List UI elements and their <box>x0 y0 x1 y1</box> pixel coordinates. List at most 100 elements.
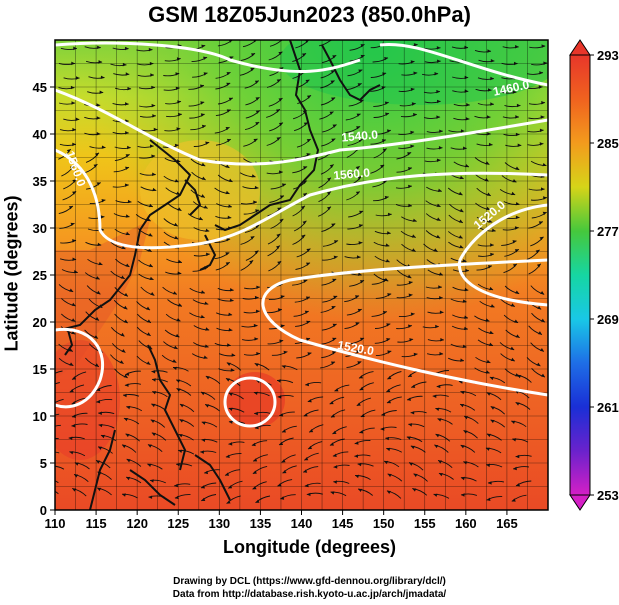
wind-arrowhead <box>384 57 388 61</box>
wind-arrowhead <box>386 490 391 494</box>
x-tick-label: 150 <box>373 516 395 531</box>
y-tick-label: 40 <box>33 127 47 142</box>
wind-arrowhead <box>490 102 494 106</box>
wind-arrowhead <box>486 115 491 119</box>
wind-arrowhead <box>510 303 515 307</box>
wind-arrowhead <box>97 487 102 492</box>
wind-arrowhead <box>407 397 411 401</box>
wind-arrowhead <box>438 473 443 477</box>
wind-arrowhead <box>386 323 391 327</box>
wind-arrowhead <box>459 208 464 212</box>
wind-arrowhead <box>44 487 48 490</box>
wind-arrowhead <box>255 122 260 126</box>
wind-arrowhead <box>201 162 206 166</box>
wind-arrowhead <box>73 270 78 274</box>
y-tick-label: 25 <box>33 268 47 283</box>
wind-arrowhead <box>69 165 74 170</box>
wind-arrowhead <box>203 205 208 209</box>
wind-arrowhead <box>151 403 156 408</box>
wind-arrowhead <box>413 473 418 478</box>
wind-arrowhead <box>541 187 545 191</box>
wind-arrowhead <box>488 142 493 147</box>
wind-arrowhead <box>437 99 441 104</box>
wind-arrowhead <box>332 323 337 327</box>
wind-arrowhead <box>124 383 129 387</box>
wind-arrowhead <box>151 103 156 108</box>
wind-arrowhead <box>203 355 208 359</box>
wind-arrowhead <box>200 113 205 117</box>
wind-arrowhead <box>308 445 313 450</box>
wind-arrowhead <box>303 122 308 126</box>
wind-arrowhead <box>438 285 442 289</box>
wind-arrowhead <box>305 79 310 83</box>
wind-arrowhead <box>125 154 130 158</box>
wind-arrowhead <box>276 109 280 113</box>
wind-arrowhead <box>97 45 101 49</box>
wind-arrowhead <box>542 211 547 216</box>
wind-arrowhead <box>437 59 441 63</box>
wind-arrowhead <box>410 445 415 450</box>
wind-arrowhead <box>540 348 544 352</box>
wind-arrowhead <box>513 466 517 471</box>
wind-arrowhead <box>151 370 156 374</box>
wind-arrowhead <box>383 278 387 283</box>
wind-arrowhead <box>204 470 209 475</box>
wind-arrowhead <box>152 114 156 118</box>
wind-arrowhead <box>123 393 127 398</box>
wind-arrowhead <box>125 46 129 51</box>
wind-arrowhead <box>101 199 106 203</box>
wind-arrowhead <box>512 90 517 94</box>
wind-arrowhead <box>75 76 80 80</box>
wind-arrowhead <box>146 306 151 310</box>
wind-arrowhead <box>283 350 288 355</box>
wind-arrowhead <box>96 103 101 107</box>
wind-arrowhead <box>254 80 259 84</box>
wind-arrowhead <box>413 71 418 75</box>
wind-arrowhead <box>205 141 210 145</box>
wind-arrowhead <box>407 167 412 171</box>
wind-arrowhead <box>332 124 337 128</box>
wind-arrowhead <box>411 234 416 238</box>
wind-arrowhead <box>490 406 495 410</box>
wind-arrowhead <box>277 261 282 265</box>
wind-arrowhead <box>306 139 311 143</box>
wind-arrowhead <box>305 296 310 300</box>
wind-arrowhead <box>201 485 205 489</box>
wind-arrowhead <box>407 152 412 156</box>
wind-arrowhead <box>178 434 183 438</box>
credit-drawing: Drawing by DCL (https://www.gfd-dennou.o… <box>173 576 446 587</box>
wind-arrowhead <box>486 392 491 396</box>
wind-arrowhead <box>360 54 365 59</box>
wind-arrowhead <box>542 163 547 167</box>
wind-arrowhead <box>226 72 231 76</box>
wind-arrowhead <box>150 292 155 296</box>
wind-arrowhead <box>490 419 495 424</box>
wind-arrowhead <box>512 179 517 183</box>
wind-arrowhead <box>174 179 179 183</box>
wind-arrowhead <box>147 248 152 252</box>
wind-arrowhead <box>331 97 336 101</box>
wind-arrowhead <box>359 210 364 214</box>
wind-arrowhead <box>436 234 441 239</box>
wind-arrowhead <box>437 188 442 192</box>
wind-arrowhead <box>327 206 331 211</box>
wind-arrowhead <box>434 444 439 449</box>
wind-arrowhead <box>228 312 233 317</box>
wind-arrowhead <box>228 442 233 446</box>
wind-arrowhead <box>331 361 335 365</box>
wind-arrowhead <box>329 111 334 115</box>
wind-arrowhead <box>380 164 385 169</box>
wind-arrowhead <box>490 243 494 247</box>
wind-streamline <box>319 40 332 47</box>
wind-arrowhead <box>485 370 490 374</box>
wind-arrowhead <box>68 436 73 440</box>
wind-arrowhead <box>125 102 129 106</box>
wind-arrowhead <box>358 241 363 245</box>
wind-arrowhead <box>332 55 337 59</box>
wind-arrowhead <box>333 255 338 259</box>
wind-arrowhead <box>438 146 443 150</box>
wind-arrowhead <box>251 174 256 178</box>
wind-arrowhead <box>205 376 210 380</box>
grid <box>54 39 549 511</box>
colorbar-max-arrow <box>569 39 591 56</box>
